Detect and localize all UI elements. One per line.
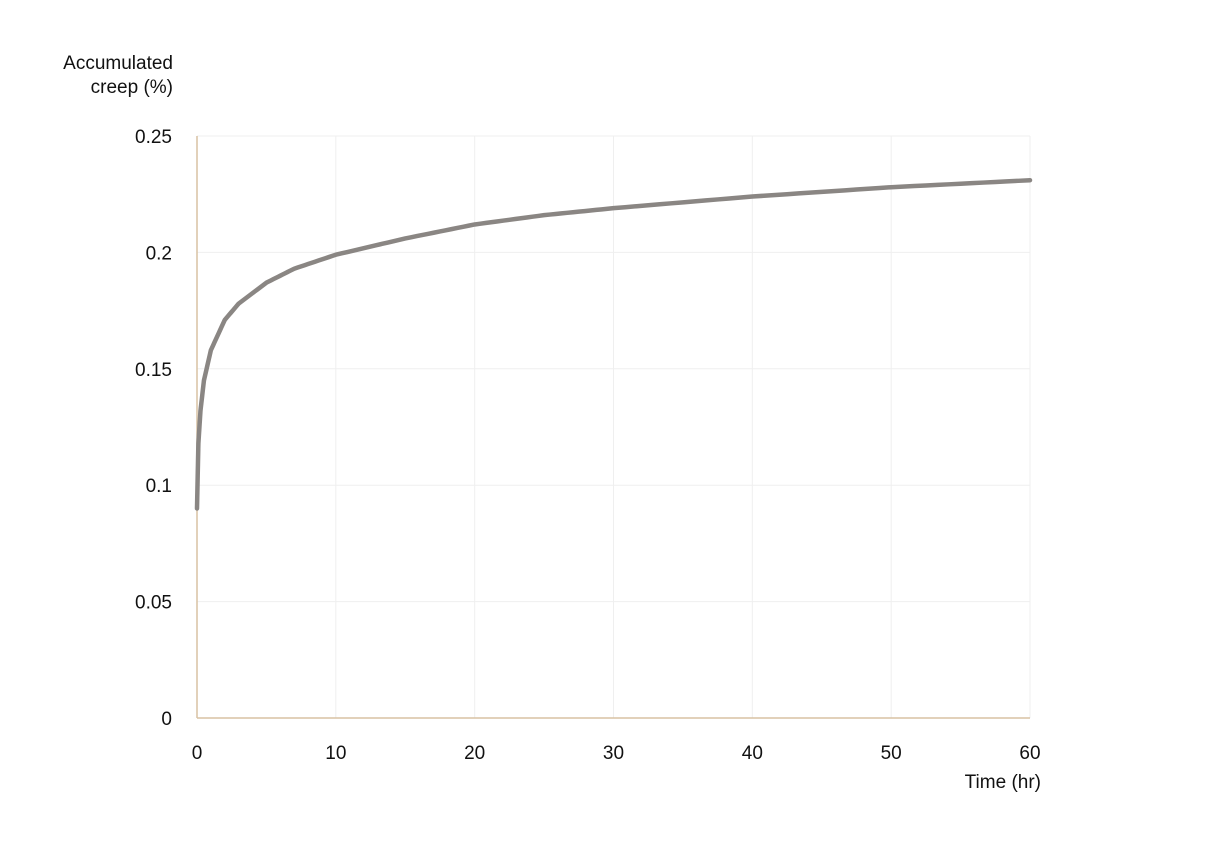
series-line-0 — [194, 177, 1033, 511]
x-tick-label-1: 10 — [325, 743, 346, 764]
axes — [196, 136, 1030, 719]
x-tick-labels: 0 10 20 30 40 50 60 — [192, 743, 1041, 764]
y-tick-label-0: 0 — [161, 709, 172, 730]
x-tick-label-4: 40 — [742, 743, 763, 764]
x-tick-label-0: 0 — [192, 743, 203, 764]
x-tick-label-3: 30 — [603, 743, 624, 764]
y-tick-label-1: 0.05 — [135, 593, 172, 614]
y-tick-label-5: 0.25 — [135, 127, 172, 148]
y-axis-label-line1: Accumulated — [63, 53, 173, 74]
x-axis-label: Time (hr) — [964, 772, 1041, 793]
y-tick-labels: 0 0.05 0.1 0.15 0.2 0.25 — [135, 127, 172, 730]
y-tick-label-3: 0.15 — [135, 360, 172, 381]
x-tick-label-6: 60 — [1019, 743, 1040, 764]
y-tick-label-4: 0.2 — [146, 243, 172, 264]
y-tick-label-2: 0.1 — [146, 476, 172, 497]
x-tick-label-5: 50 — [881, 743, 902, 764]
grid-lines — [197, 135, 1031, 718]
x-tick-label-2: 20 — [464, 743, 485, 764]
y-axis-label: Accumulated creep (%) — [63, 52, 173, 100]
y-axis-label-line2: creep (%) — [90, 77, 173, 98]
data-series — [194, 177, 1033, 511]
